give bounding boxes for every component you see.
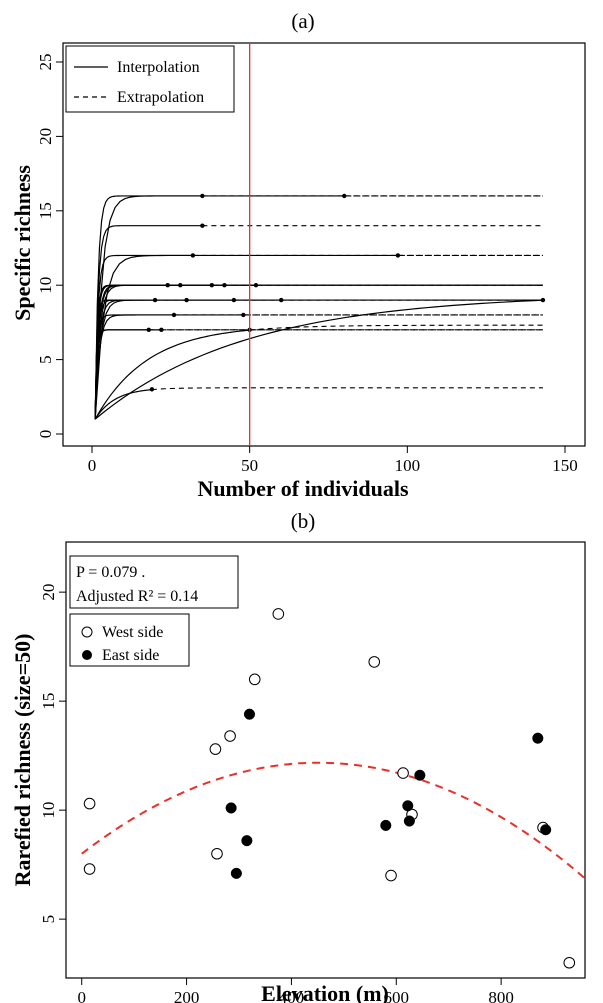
interpolation-curve: [95, 196, 344, 419]
panel-b-legend: West side East side: [70, 614, 189, 666]
interpolation-curve: [95, 285, 168, 419]
panel-b-x-axis-title: Elevation (m): [261, 981, 389, 1003]
point-east-side: [226, 803, 237, 814]
point-east-side: [415, 770, 426, 781]
stat-p-value: P = 0.079 .: [76, 564, 145, 581]
interpolation-curve: [95, 330, 250, 419]
panel-a-axes: 0 50 100 150 0 5 10 15 20 25: [36, 54, 578, 476]
observed-point: [396, 253, 400, 257]
panel-b-x-tick-label: 0: [77, 988, 86, 1003]
panel-a-x-tick-label: 150: [552, 456, 578, 475]
panel-a-y-tick-label: 5: [36, 355, 55, 364]
panel-b-x-tick-label: 800: [488, 988, 514, 1003]
observed-point: [241, 313, 245, 317]
quadratic-fit-line: [82, 763, 585, 879]
panel-a-x-axis-title: Number of individuals: [197, 476, 409, 501]
legend-label-west-side: West side: [102, 624, 163, 641]
panel-b-y-tick-label: 10: [39, 802, 58, 819]
panel-a-x-tick-label: 0: [88, 456, 97, 475]
point-west-side: [210, 744, 221, 755]
observed-point: [147, 328, 151, 332]
point-west-side: [386, 870, 397, 881]
extrapolation-curve: [152, 388, 543, 390]
panel-a-y-tick-label: 15: [36, 202, 55, 219]
interpolation-curve: [95, 300, 155, 419]
legend-filled-circle-icon: [82, 650, 92, 660]
panel-a-label: (a): [291, 9, 314, 33]
panel-b-y-axis-title: Rarefied richness (size=50): [10, 634, 35, 887]
point-west-side: [398, 768, 409, 779]
panel-a-legend: Interpolation Extrapolation: [66, 46, 234, 112]
point-east-side: [242, 835, 253, 846]
observed-point: [150, 387, 154, 391]
point-east-side: [403, 800, 414, 811]
panel-b-y-tick-label: 15: [39, 693, 58, 710]
interpolation-curve: [95, 285, 212, 419]
point-west-side: [564, 957, 575, 968]
observed-point: [200, 223, 204, 227]
panel-a-y-tick-label: 20: [36, 128, 55, 145]
panel-b-stats-box: P = 0.079 . Adjusted R² = 0.14: [70, 556, 238, 608]
panel-a-curves: [95, 194, 545, 419]
interpolation-curve: [95, 315, 243, 419]
point-west-side: [225, 731, 236, 742]
panel-b-label: (b): [291, 509, 316, 533]
panel-a-x-tick-label: 50: [241, 456, 258, 475]
observed-point: [279, 298, 283, 302]
point-west-side: [212, 848, 223, 859]
panel-a: (a) 0 50 100 150 0 5 10 15 20 25 Number of indivi…: [10, 9, 585, 501]
panel-b-y-tick-label: 20: [39, 584, 58, 601]
panel-b-y-tick-label: 5: [39, 915, 58, 924]
panel-a-y-tick-label: 0: [36, 430, 55, 439]
legend-label-extrapolation: Extrapolation: [117, 89, 204, 106]
point-west-side: [369, 657, 380, 668]
interpolation-curve: [95, 255, 398, 419]
observed-point: [342, 194, 346, 198]
point-east-side: [404, 816, 415, 827]
panel-a-x-tick-label: 100: [395, 456, 421, 475]
point-east-side: [244, 709, 255, 720]
observed-point: [541, 298, 545, 302]
interpolation-curve: [95, 300, 234, 419]
point-west-side: [84, 864, 95, 875]
stat-adjusted-r2: Adjusted R² = 0.14: [76, 588, 198, 605]
panel-a-y-axis-title: Specific richness: [10, 165, 35, 321]
legend-label-interpolation: Interpolation: [117, 59, 200, 76]
observed-point: [254, 283, 258, 287]
legend-label-east-side: East side: [102, 647, 159, 664]
panel-b-x-tick-label: 200: [174, 988, 200, 1003]
interpolation-curve: [95, 300, 543, 419]
panel-a-y-tick-label: 25: [36, 54, 55, 71]
interpolation-curve: [95, 255, 193, 419]
point-east-side: [540, 824, 551, 835]
point-west-side: [273, 609, 284, 620]
point-east-side: [533, 733, 544, 744]
interpolation-curve: [95, 300, 281, 419]
interpolation-curve: [95, 196, 202, 419]
point-east-side: [231, 868, 242, 879]
panel-a-y-tick-label: 10: [36, 277, 55, 294]
legend-open-circle-icon: [82, 627, 92, 637]
point-west-side: [84, 798, 95, 809]
interpolation-curve: [95, 285, 256, 419]
point-west-side: [249, 674, 260, 685]
point-east-side: [380, 820, 391, 831]
